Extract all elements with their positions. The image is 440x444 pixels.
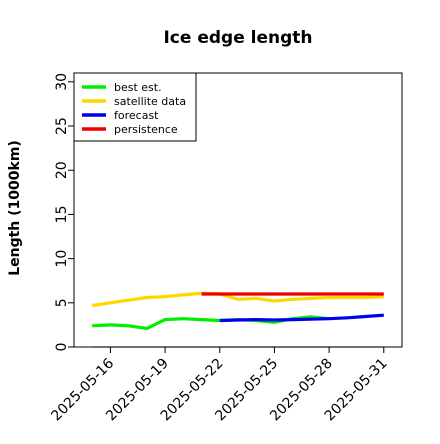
chart-title: Ice edge length — [163, 28, 312, 48]
legend-label-0: best est. — [114, 81, 162, 94]
y-tick-label: 25 — [54, 117, 70, 135]
y-tick-label: 5 — [54, 298, 70, 307]
series-line-2 — [219, 313, 384, 323]
y-tick-label: 20 — [54, 161, 70, 179]
plot-area — [91, 291, 384, 348]
y-tick-label: 0 — [54, 343, 70, 352]
y-tick-label: 10 — [54, 250, 70, 268]
legend: best est.satellite dataforecastpersisten… — [73, 72, 197, 142]
series-line-1 — [91, 291, 384, 308]
legend-label-1: satellite data — [114, 95, 186, 108]
legend-label-3: persistence — [114, 123, 178, 136]
y-tick-label: 15 — [54, 206, 70, 224]
legend-label-2: forecast — [114, 109, 159, 122]
plot-frame — [73, 72, 403, 348]
y-axis-label: Length (1000km) — [7, 140, 23, 276]
y-tick-label: 30 — [54, 73, 70, 91]
